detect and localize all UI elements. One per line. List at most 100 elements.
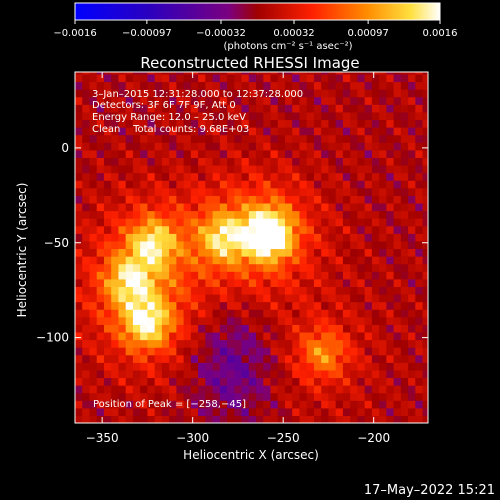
heatmap-cell xyxy=(364,89,373,98)
heatmap-cell xyxy=(205,293,214,303)
heatmap-cell xyxy=(284,180,293,189)
heatmap-cell xyxy=(292,142,301,151)
heatmap-cell xyxy=(263,263,272,272)
heatmap-cell xyxy=(321,400,330,409)
heatmap-cell xyxy=(263,316,272,325)
heatmap-cell xyxy=(103,278,112,287)
annotation-energy-range: Energy Range: 12.0 – 25.0 keV xyxy=(92,112,246,123)
heatmap-cell xyxy=(379,293,387,303)
heatmap-cell xyxy=(75,248,83,257)
heatmap-cell xyxy=(284,225,293,234)
heatmap-cell xyxy=(256,172,264,181)
heatmap-cell xyxy=(284,278,293,287)
heatmap-cell xyxy=(190,104,199,113)
heatmap-cell xyxy=(125,233,134,242)
heatmap-cell xyxy=(357,111,366,121)
heatmap-cell xyxy=(118,316,127,325)
heatmap-cell xyxy=(248,180,257,189)
heatmap-cell xyxy=(111,180,120,189)
heatmap-cell xyxy=(190,195,199,204)
heatmap-cell xyxy=(234,119,243,128)
heatmap-cell xyxy=(350,286,358,295)
heatmap-cell xyxy=(205,331,214,341)
heatmap-cell xyxy=(89,195,98,204)
heatmap-cell xyxy=(415,195,424,204)
heatmap-cell xyxy=(118,377,127,386)
heatmap-cell xyxy=(96,362,105,371)
heatmap-cell xyxy=(111,134,120,143)
heatmap-cell xyxy=(154,263,163,272)
heatmap-cell xyxy=(386,256,395,265)
heatmap-cell xyxy=(75,392,83,401)
heatmap-cell xyxy=(198,407,206,417)
heatmap-cell xyxy=(89,119,98,128)
heatmap-cell xyxy=(82,369,91,379)
heatmap-cell xyxy=(96,309,105,318)
heatmap-cell xyxy=(386,271,395,280)
heatmap-cell xyxy=(335,271,344,280)
heatmap-cell xyxy=(306,316,315,325)
heatmap-cell xyxy=(364,278,373,287)
heatmap-cell xyxy=(408,400,416,409)
heatmap-cell xyxy=(328,127,337,136)
heatmap-cell xyxy=(306,400,315,409)
heatmap-cell xyxy=(371,180,380,189)
heatmap-cell xyxy=(306,119,315,128)
heatmap-cell xyxy=(256,316,264,325)
heatmap-cell xyxy=(234,248,243,257)
heatmap-cell xyxy=(422,187,428,196)
heatmap-cell xyxy=(393,339,402,348)
heatmap-cell xyxy=(299,415,308,423)
heatmap-cell xyxy=(292,248,301,257)
heatmap-cell xyxy=(270,73,279,83)
heatmap-cell xyxy=(190,248,199,257)
heatmap-cell xyxy=(198,316,206,325)
heatmap-cell xyxy=(415,134,424,143)
heatmap-cell xyxy=(393,331,402,341)
heatmap-cell xyxy=(241,218,250,227)
heatmap-cell xyxy=(284,400,293,409)
heatmap-cell xyxy=(183,187,192,196)
heatmap-cell xyxy=(89,400,98,409)
heatmap-cell xyxy=(161,104,170,113)
heatmap-cell xyxy=(256,347,264,356)
heatmap-cell xyxy=(89,369,98,379)
heatmap-cell xyxy=(82,400,91,409)
heatmap-cell xyxy=(357,263,366,272)
heatmap-cell xyxy=(227,324,235,333)
heatmap-cell xyxy=(415,233,424,242)
heatmap-cell xyxy=(132,233,141,242)
heatmap-cell xyxy=(335,392,344,401)
heatmap-cell xyxy=(364,377,373,386)
heatmap-cell xyxy=(292,347,301,356)
heatmap-cell xyxy=(103,324,112,333)
heatmap-cell xyxy=(176,218,185,227)
heatmap-cell xyxy=(140,392,149,401)
heatmap-cell xyxy=(335,347,344,356)
heatmap-cell xyxy=(161,407,170,417)
heatmap-cell xyxy=(219,385,228,394)
heatmap-cell xyxy=(270,347,279,356)
heatmap-cell xyxy=(154,104,163,113)
heatmap-cell xyxy=(219,73,228,83)
heatmap-cell xyxy=(350,111,358,121)
heatmap-cell xyxy=(118,89,127,98)
heatmap-cell xyxy=(234,164,243,174)
heatmap-cell xyxy=(415,210,424,219)
heatmap-cell xyxy=(111,172,120,181)
heatmap-cell xyxy=(277,354,286,363)
heatmap-cell xyxy=(357,324,366,333)
heatmap-cell xyxy=(277,187,286,196)
heatmap-cell xyxy=(190,172,199,181)
heatmap-cell xyxy=(212,278,221,287)
heatmap-cell xyxy=(400,309,409,318)
heatmap-cell xyxy=(154,218,163,227)
heatmap-cell xyxy=(190,362,199,371)
heatmap-cell xyxy=(227,96,235,105)
heatmap-cell xyxy=(183,369,192,379)
heatmap-cell xyxy=(400,180,409,189)
heatmap-cell xyxy=(342,202,351,212)
heatmap-cell xyxy=(299,119,308,128)
heatmap-cell xyxy=(89,180,98,189)
